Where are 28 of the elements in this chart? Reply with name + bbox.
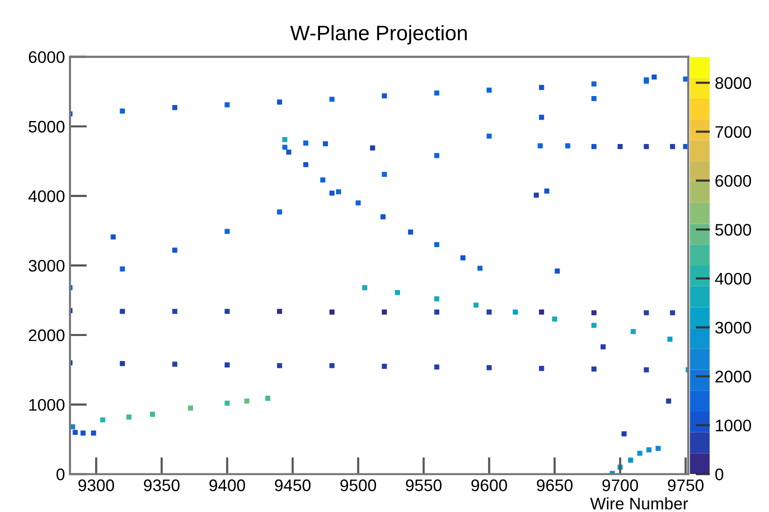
- y-tick-label: 4000: [28, 190, 64, 202]
- color-bar-label: 5000: [715, 224, 752, 236]
- x-tick-label: 9600: [471, 479, 508, 492]
- color-bar-label: 1000: [716, 420, 752, 432]
- color-bar-label: 4000: [715, 272, 752, 285]
- y-tick-label: 3000: [28, 260, 64, 272]
- y-tick-label: 1000: [29, 398, 64, 411]
- color-bar-label: 2000: [715, 370, 752, 382]
- x-tick-label: 9500: [340, 479, 376, 492]
- x-tick-label: 9450: [274, 479, 311, 492]
- x-tick-label: 9400: [209, 479, 246, 492]
- x-tick-label: 9750: [668, 479, 704, 492]
- x-tick-label: 9300: [78, 479, 114, 492]
- color-bar-label: 8000: [715, 77, 752, 89]
- x-tick-label: 9550: [406, 479, 442, 492]
- y-tick-label: 0: [56, 468, 64, 480]
- y-tick-label: 2000: [28, 329, 64, 342]
- y-tick-label: 5000: [28, 120, 64, 133]
- chart-title: W-Plane Projection: [290, 25, 467, 44]
- x-tick-label: 9650: [536, 479, 573, 492]
- x-tick-label: 9350: [144, 479, 180, 492]
- color-bar-label: 7000: [716, 126, 752, 138]
- color-bar-label: 3000: [715, 322, 752, 334]
- color-bar-label: 6000: [715, 175, 752, 187]
- y-tick-label: 6000: [28, 51, 64, 64]
- x-axis-title: Wire Number: [590, 497, 688, 510]
- x-tick-label: 9700: [602, 479, 638, 492]
- color-bar-label: 0: [715, 468, 724, 480]
